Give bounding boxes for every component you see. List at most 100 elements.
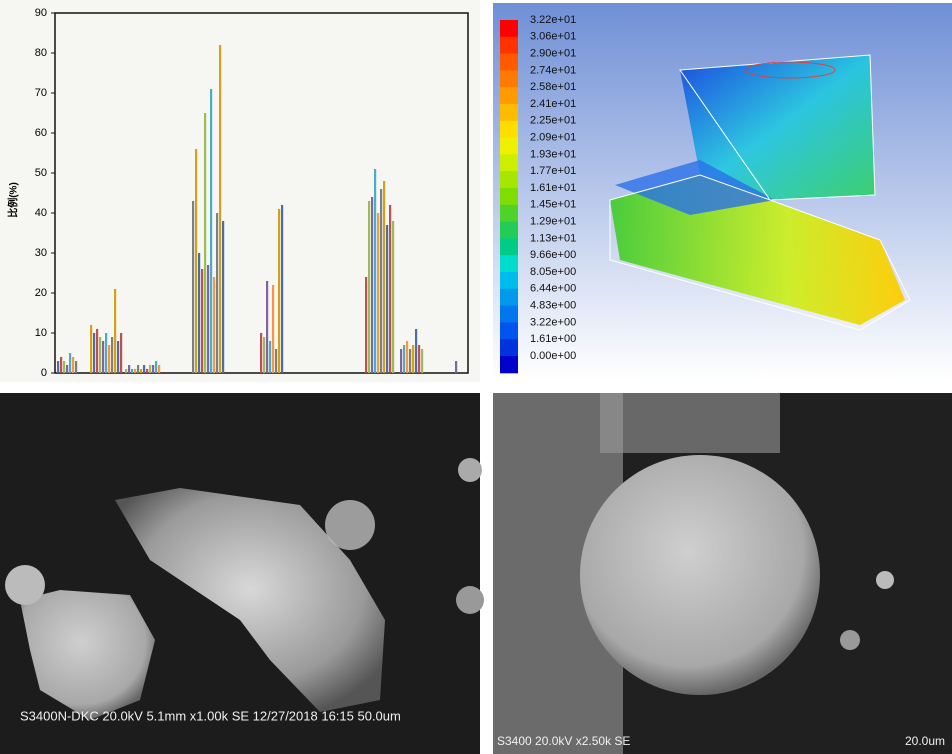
bar xyxy=(380,189,383,373)
bar xyxy=(108,345,111,373)
bar xyxy=(125,369,128,373)
colorbar-label: 8.05e+00 xyxy=(530,266,576,278)
colorbar-swatch xyxy=(500,305,518,323)
chart-background xyxy=(0,0,480,382)
bar xyxy=(192,201,195,373)
y-tick-label: 60 xyxy=(35,127,47,139)
bar xyxy=(140,369,143,373)
colorbar-label: 9.66e+00 xyxy=(530,249,576,261)
bar xyxy=(72,357,75,373)
sem-image xyxy=(493,393,952,754)
bar xyxy=(412,345,415,373)
colorbar-swatch xyxy=(500,87,518,105)
bar xyxy=(400,349,403,373)
colorbar-label: 3.22e+00 xyxy=(530,316,576,328)
bar xyxy=(60,357,63,373)
bar xyxy=(207,265,210,373)
y-axis-label: 比例(%) xyxy=(7,182,20,218)
bar xyxy=(198,253,201,373)
colorbar-label: 2.25e+01 xyxy=(530,115,576,127)
colorbar-swatch xyxy=(500,53,518,71)
y-tick-label: 90 xyxy=(35,7,47,19)
bar xyxy=(409,349,412,373)
colorbar-swatch xyxy=(500,137,518,155)
bar xyxy=(365,277,368,373)
bar xyxy=(266,281,269,373)
colorbar-swatch xyxy=(500,255,518,273)
sem-scale: 20.0um xyxy=(905,734,945,748)
colorbar-swatch xyxy=(500,288,518,307)
bar xyxy=(158,365,161,373)
bar xyxy=(90,325,93,373)
bar xyxy=(111,337,114,373)
colorbar-swatch xyxy=(500,171,518,189)
colorbar-label: 2.74e+01 xyxy=(530,64,576,76)
bar xyxy=(216,213,219,373)
bar xyxy=(117,341,120,373)
sem-image xyxy=(0,393,484,754)
bar xyxy=(201,269,204,373)
colorbar-label: 1.61e+00 xyxy=(530,333,576,345)
bar xyxy=(377,213,380,373)
colorbar-swatch xyxy=(500,104,518,122)
bar xyxy=(272,285,275,373)
bar xyxy=(275,349,278,373)
bar xyxy=(114,289,117,373)
bar xyxy=(128,365,131,373)
bar xyxy=(374,169,377,373)
bar xyxy=(371,197,374,373)
y-tick-label: 40 xyxy=(35,207,47,219)
y-tick-label: 30 xyxy=(35,247,47,259)
colorbar-label: 1.45e+01 xyxy=(530,199,576,211)
bar xyxy=(195,149,198,373)
bar xyxy=(120,333,123,373)
bar xyxy=(281,205,284,373)
bar xyxy=(213,277,216,373)
colorbar-swatch xyxy=(500,120,518,139)
bar xyxy=(96,329,99,373)
colorbar-swatch xyxy=(500,339,518,357)
bar xyxy=(99,337,102,373)
bar xyxy=(131,369,134,373)
bar xyxy=(263,337,266,373)
bar xyxy=(137,365,140,373)
colorbar-label: 3.22e+01 xyxy=(530,14,576,26)
y-tick-label: 20 xyxy=(35,287,47,299)
bar xyxy=(93,333,96,373)
bar xyxy=(66,365,69,373)
bar xyxy=(210,89,213,373)
colorbar-swatch xyxy=(500,221,518,239)
bar xyxy=(222,221,225,373)
colorbar-swatch xyxy=(500,322,518,340)
colorbar-swatch xyxy=(500,154,518,172)
colorbar-label: 1.61e+01 xyxy=(530,182,576,194)
colorbar-label: 6.44e+00 xyxy=(530,283,576,295)
bar xyxy=(146,369,149,373)
bar xyxy=(389,205,392,373)
bar xyxy=(63,361,66,373)
colorbar-label: 2.09e+01 xyxy=(530,132,576,144)
y-tick-label: 10 xyxy=(35,327,47,339)
colorbar-label: 1.77e+01 xyxy=(530,165,576,177)
colorbar-label: 4.83e+00 xyxy=(530,300,576,312)
bar xyxy=(143,365,146,373)
bar xyxy=(105,333,108,373)
bar xyxy=(204,113,207,373)
colorbar-label: 1.93e+01 xyxy=(530,148,576,160)
colorbar-label: 1.13e+01 xyxy=(530,232,576,244)
bar xyxy=(152,365,155,373)
y-tick-label: 80 xyxy=(35,47,47,59)
bar xyxy=(415,329,418,373)
bar xyxy=(403,345,406,373)
colorbar-swatch xyxy=(500,204,518,223)
bar xyxy=(134,369,137,373)
y-tick-label: 70 xyxy=(35,87,47,99)
bar xyxy=(383,181,386,373)
sem-caption: S3400 20.0kV x2.50k SE xyxy=(497,734,630,748)
bar xyxy=(278,209,281,373)
cfd-render xyxy=(493,3,952,380)
colorbar-label: 2.58e+01 xyxy=(530,81,576,93)
colorbar-label: 2.90e+01 xyxy=(530,48,576,60)
y-tick-label: 50 xyxy=(35,167,47,179)
